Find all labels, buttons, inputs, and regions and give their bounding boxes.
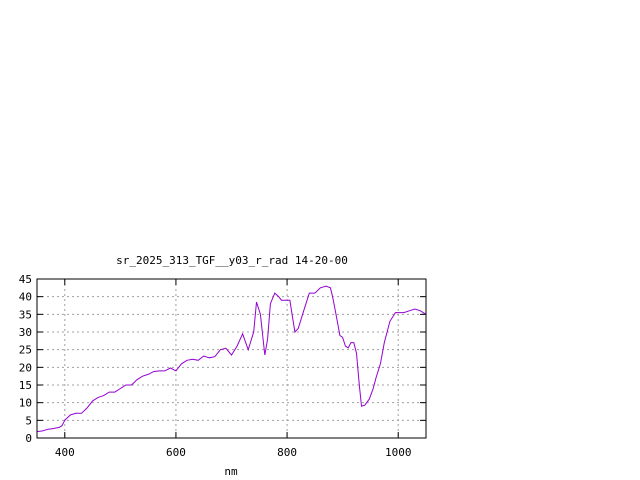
x-tick-label: 800 xyxy=(277,446,297,459)
y-tick-label: 15 xyxy=(19,379,32,392)
series-line xyxy=(36,285,427,433)
x-tick-label: 400 xyxy=(55,446,75,459)
chart-title: sr_2025_313_TGF__y03_r_rad 14-20-00 xyxy=(116,254,348,267)
plot-frame xyxy=(36,278,427,439)
y-tick-label: 25 xyxy=(19,344,32,357)
y-tick-label: 45 xyxy=(19,273,32,286)
x-tick-label: 1000 xyxy=(385,446,412,459)
axis-ticks: 0 5 10 15 20 25 30 35 40 45 400 600 800 1000 xyxy=(19,273,426,459)
grid xyxy=(37,279,426,438)
x-axis-label: nm xyxy=(224,465,238,478)
y-tick-label: 10 xyxy=(19,397,32,410)
y-tick-label: 20 xyxy=(19,361,32,374)
y-tick-label: 30 xyxy=(19,326,32,339)
y-tick-label: 40 xyxy=(19,291,32,304)
y-tick-label: 0 xyxy=(25,432,32,445)
x-tick-label: 600 xyxy=(166,446,186,459)
y-tick-label: 5 xyxy=(25,414,32,427)
y-tick-label: 35 xyxy=(19,308,32,321)
